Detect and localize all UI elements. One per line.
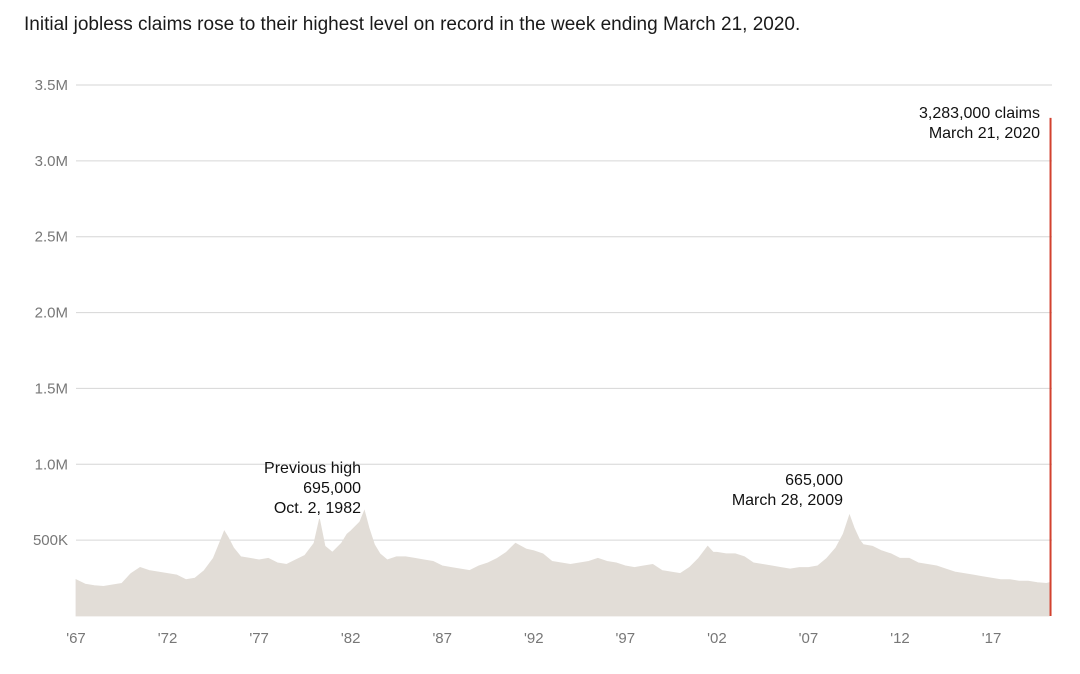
area-series xyxy=(75,509,1050,617)
x-tick-label: '72 xyxy=(158,630,178,647)
gridlines xyxy=(76,84,1052,541)
y-tick-label: 3.0M xyxy=(35,153,68,170)
y-tick-label: 1.0M xyxy=(35,456,68,473)
y-tick-label: 500K xyxy=(33,532,68,549)
x-tick-label: '87 xyxy=(432,630,452,647)
record-annotation-line: 3,283,000 claims xyxy=(919,105,1040,122)
x-axis-ticks: '67 '72 '77 '82 '87 '92 '97 '02 '07 '12 '17 xyxy=(66,630,1001,647)
x-tick-label: '67 xyxy=(66,630,86,647)
peak-2009-annotation-line: 665,000 xyxy=(785,472,843,489)
x-tick-label: '97 xyxy=(616,630,636,647)
y-tick-label: 3.5M xyxy=(35,77,68,94)
chart-subtitle: Initial jobless claims rose to their hig… xyxy=(24,14,801,35)
previous-high-annotation-line: Previous high xyxy=(264,460,361,477)
x-tick-label: '12 xyxy=(890,630,910,647)
y-tick-label: 1.5M xyxy=(35,380,68,397)
record-annotation-line: March 21, 2020 xyxy=(929,125,1040,142)
peak-2009-annotation-line: March 28, 2009 xyxy=(732,492,843,509)
annotations: 3,283,000 claims March 21, 2020 Previous h… xyxy=(264,105,1040,517)
x-tick-label: '02 xyxy=(707,630,727,647)
x-tick-label: '77 xyxy=(249,630,269,647)
x-tick-label: '92 xyxy=(524,630,544,647)
previous-high-annotation-line: Oct. 2, 1982 xyxy=(274,500,361,517)
x-tick-label: '07 xyxy=(799,630,819,647)
y-tick-label: 2.5M xyxy=(35,229,68,246)
claims-area xyxy=(75,509,1050,617)
x-tick-label: '17 xyxy=(982,630,1002,647)
previous-high-annotation-line: 695,000 xyxy=(303,480,361,497)
y-tick-label: 2.0M xyxy=(35,305,68,322)
x-tick-label: '82 xyxy=(341,630,361,647)
y-axis-ticks: 500K 1.0M 1.5M 2.0M 2.5M 3.0M 3.5M xyxy=(33,77,68,549)
